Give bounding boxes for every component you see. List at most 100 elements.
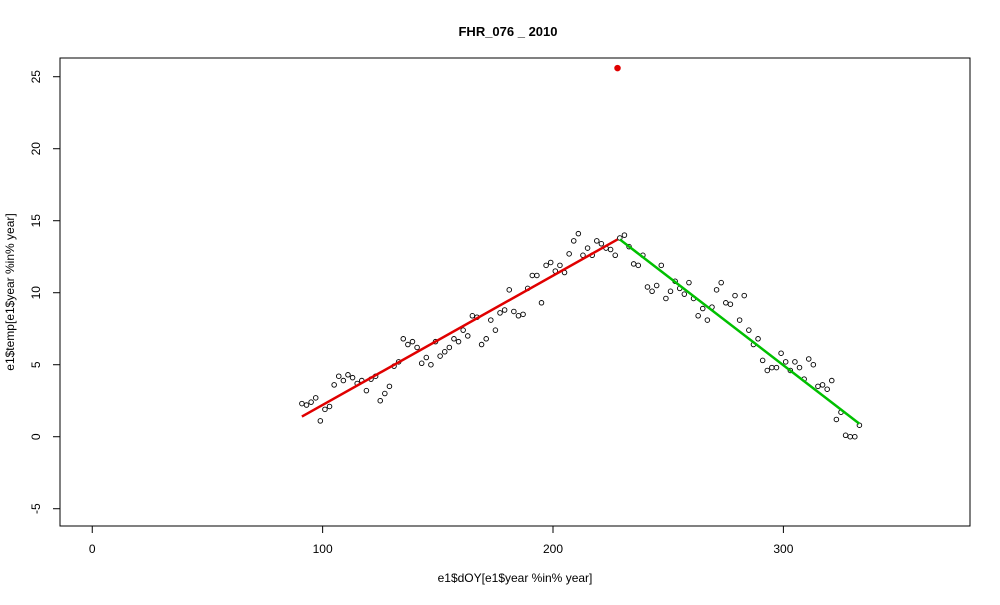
point: [506, 287, 512, 293]
point: [649, 288, 655, 295]
point: [497, 310, 503, 316]
point: [322, 406, 328, 413]
point: [303, 402, 310, 408]
point: [584, 245, 591, 251]
point: [824, 386, 830, 392]
point: [653, 282, 660, 289]
y-tick-label: 0: [29, 433, 43, 440]
point: [520, 311, 526, 318]
point: [377, 397, 383, 404]
point: [400, 336, 407, 342]
point: [386, 383, 393, 390]
point: [534, 272, 540, 279]
point: [805, 356, 812, 362]
point: [741, 292, 747, 299]
point: [842, 432, 849, 439]
point: [644, 284, 651, 290]
point: [465, 333, 471, 339]
point: [626, 243, 632, 250]
point: [704, 317, 711, 323]
point: [727, 301, 734, 307]
point: [635, 262, 642, 269]
x-tick-label: 300: [773, 542, 793, 556]
point: [515, 313, 522, 319]
y-tick-label: 25: [29, 70, 43, 84]
point: [773, 364, 780, 371]
highlight-point: [614, 64, 621, 72]
point: [511, 308, 517, 315]
point: [460, 327, 466, 333]
point: [446, 344, 453, 351]
point: [792, 359, 798, 365]
y-tick-label: -5: [29, 503, 43, 514]
point: [718, 279, 724, 286]
point: [423, 354, 430, 361]
y-tick-label: 10: [29, 286, 43, 300]
point: [317, 418, 324, 424]
point: [621, 232, 628, 238]
point: [833, 416, 840, 423]
point: [312, 395, 319, 401]
point: [326, 403, 333, 410]
point: [405, 341, 411, 348]
point: [598, 241, 605, 247]
point: [847, 433, 853, 440]
point: [755, 336, 761, 342]
fit-line: [301, 238, 619, 418]
point: [441, 349, 448, 355]
point: [700, 305, 706, 312]
point: [418, 360, 425, 367]
point: [681, 291, 688, 297]
point: [829, 377, 835, 384]
y-tick-label: 20: [29, 142, 43, 156]
point: [782, 359, 789, 365]
point: [538, 300, 545, 306]
point: [607, 246, 614, 253]
point: [308, 399, 314, 405]
point: [382, 390, 388, 397]
point: [451, 336, 457, 342]
point: [686, 279, 692, 286]
y-axis-label: e1$temp[e1$year %in% year]: [3, 213, 17, 370]
point: [363, 387, 370, 394]
point: [815, 383, 821, 390]
point: [852, 433, 858, 440]
point: [695, 313, 701, 319]
point: [575, 230, 582, 237]
point: [543, 262, 549, 269]
point: [299, 400, 305, 407]
point: [501, 307, 508, 313]
point: [612, 252, 618, 259]
point: [810, 361, 817, 368]
x-axis-label: e1$dOY[e1$year %in% year]: [438, 571, 593, 585]
point: [469, 313, 476, 319]
point: [667, 288, 674, 295]
point: [437, 353, 443, 359]
point: [336, 373, 342, 379]
point: [778, 350, 784, 356]
point: [331, 382, 337, 388]
point: [630, 261, 637, 267]
point: [483, 336, 489, 342]
point: [746, 327, 752, 333]
point: [736, 317, 743, 323]
point: [409, 338, 416, 345]
point: [570, 238, 577, 244]
point: [732, 292, 738, 299]
point: [557, 262, 563, 269]
point: [414, 344, 420, 351]
point: [547, 259, 554, 266]
point: [723, 300, 729, 306]
point: [455, 338, 462, 345]
point: [769, 364, 775, 371]
point: [764, 367, 771, 374]
fit-line: [619, 238, 861, 425]
y-tick-label: 5: [29, 361, 43, 368]
x-tick-label: 100: [313, 542, 333, 556]
point: [340, 377, 347, 384]
point: [819, 382, 826, 388]
point: [658, 262, 665, 269]
point: [529, 272, 536, 279]
point: [345, 372, 351, 378]
